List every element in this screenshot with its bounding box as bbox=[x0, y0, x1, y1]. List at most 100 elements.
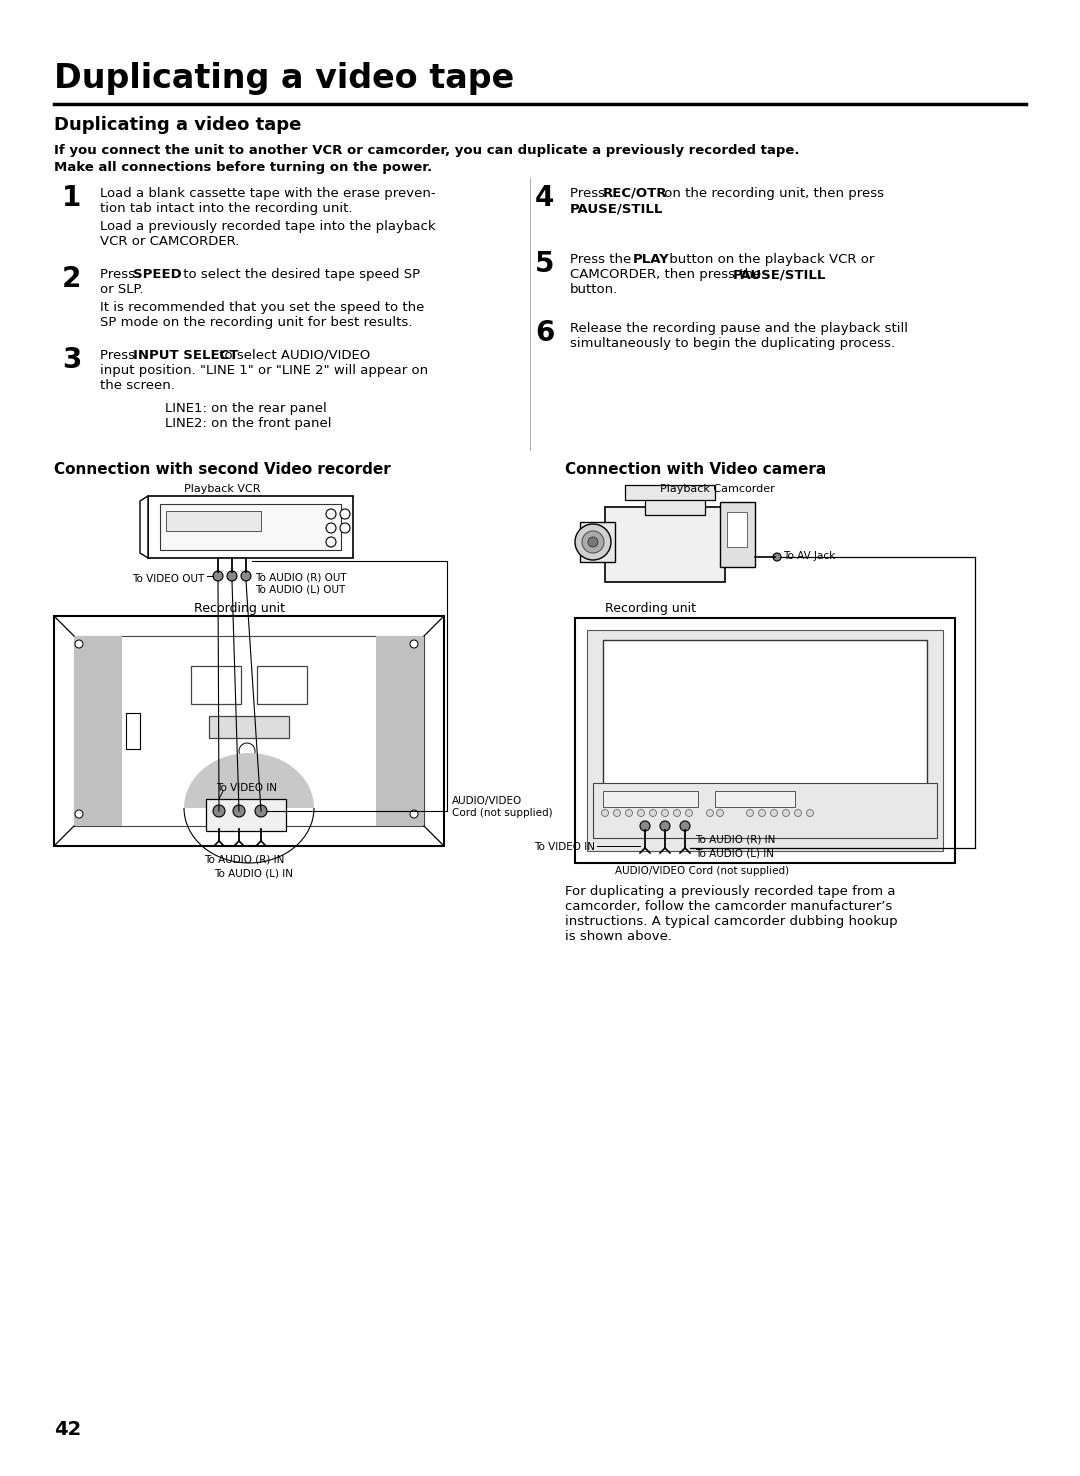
Circle shape bbox=[686, 809, 692, 816]
Text: or SLP.: or SLP. bbox=[100, 283, 144, 297]
Text: 3: 3 bbox=[62, 345, 81, 373]
Circle shape bbox=[625, 809, 633, 816]
Text: AUDIO/VIDEO Cord (not supplied): AUDIO/VIDEO Cord (not supplied) bbox=[615, 866, 789, 875]
Text: INPUT SELECT: INPUT SELECT bbox=[133, 348, 239, 362]
Bar bbox=[593, 782, 937, 838]
Circle shape bbox=[770, 809, 778, 816]
Text: Playback VCR: Playback VCR bbox=[184, 484, 260, 494]
Circle shape bbox=[239, 773, 255, 790]
Text: on the recording unit, then press: on the recording unit, then press bbox=[660, 187, 885, 201]
Circle shape bbox=[795, 809, 801, 816]
Circle shape bbox=[326, 523, 336, 533]
Circle shape bbox=[326, 537, 336, 548]
Text: 4: 4 bbox=[535, 184, 554, 213]
Circle shape bbox=[233, 804, 245, 818]
Circle shape bbox=[758, 809, 766, 816]
Circle shape bbox=[637, 809, 645, 816]
Bar bbox=[191, 666, 241, 704]
Text: Recording unit: Recording unit bbox=[605, 602, 696, 615]
Circle shape bbox=[227, 571, 237, 582]
Text: 42: 42 bbox=[54, 1420, 81, 1439]
Bar bbox=[376, 636, 424, 827]
Text: simultaneously to begin the duplicating process.: simultaneously to begin the duplicating … bbox=[570, 337, 895, 350]
Circle shape bbox=[602, 809, 608, 816]
Bar bbox=[126, 713, 140, 748]
Text: To AUDIO (R) IN: To AUDIO (R) IN bbox=[696, 834, 775, 844]
Bar bbox=[257, 666, 307, 704]
Circle shape bbox=[255, 804, 267, 818]
Bar bbox=[645, 497, 705, 515]
Bar bbox=[54, 615, 444, 846]
Text: To AUDIO (R) OUT: To AUDIO (R) OUT bbox=[255, 573, 347, 582]
Text: It is recommended that you set the speed to the: It is recommended that you set the speed… bbox=[100, 301, 424, 314]
Polygon shape bbox=[140, 496, 148, 558]
Text: To VIDEO IN: To VIDEO IN bbox=[216, 782, 276, 793]
Text: Duplicating a video tape: Duplicating a video tape bbox=[54, 117, 301, 134]
Text: Release the recording pause and the playback still: Release the recording pause and the play… bbox=[570, 322, 908, 335]
Circle shape bbox=[239, 742, 255, 759]
Bar bbox=[75, 636, 122, 827]
Text: To AUDIO (R) IN: To AUDIO (R) IN bbox=[204, 855, 284, 863]
Circle shape bbox=[326, 509, 336, 520]
Circle shape bbox=[674, 809, 680, 816]
Circle shape bbox=[410, 810, 418, 818]
Circle shape bbox=[773, 554, 781, 561]
Text: 1: 1 bbox=[62, 184, 81, 213]
Circle shape bbox=[75, 810, 83, 818]
Text: 6: 6 bbox=[535, 319, 554, 347]
Bar bbox=[603, 641, 927, 785]
Text: Connection with Video camera: Connection with Video camera bbox=[565, 462, 826, 477]
Text: Duplicating a video tape: Duplicating a video tape bbox=[54, 62, 514, 94]
Text: Make all connections before turning on the power.: Make all connections before turning on t… bbox=[54, 161, 432, 174]
Bar bbox=[210, 716, 289, 738]
Circle shape bbox=[410, 641, 418, 648]
Text: For duplicating a previously recorded tape from a
camcorder, follow the camcorde: For duplicating a previously recorded ta… bbox=[565, 886, 897, 943]
Text: to select AUDIO/VIDEO: to select AUDIO/VIDEO bbox=[215, 348, 370, 362]
Circle shape bbox=[340, 509, 350, 520]
Text: Playback Camcorder: Playback Camcorder bbox=[660, 484, 774, 494]
Text: button.: button. bbox=[570, 283, 618, 297]
Bar bbox=[580, 523, 615, 562]
Bar bbox=[588, 630, 943, 852]
Text: button on the playback VCR or: button on the playback VCR or bbox=[665, 252, 875, 266]
Text: REC/OTR: REC/OTR bbox=[603, 187, 667, 201]
Text: PAUSE/STILL: PAUSE/STILL bbox=[570, 202, 663, 215]
Text: To AV Jack: To AV Jack bbox=[783, 551, 835, 561]
Text: Load a blank cassette tape with the erase preven-: Load a blank cassette tape with the eras… bbox=[100, 187, 435, 201]
Text: .: . bbox=[646, 202, 650, 215]
Bar bbox=[603, 791, 698, 807]
Circle shape bbox=[588, 537, 598, 548]
Circle shape bbox=[613, 809, 621, 816]
Circle shape bbox=[660, 821, 670, 831]
Text: To AUDIO (L) IN: To AUDIO (L) IN bbox=[696, 849, 774, 858]
Bar bbox=[166, 511, 261, 531]
Text: Press the: Press the bbox=[570, 252, 635, 266]
Circle shape bbox=[661, 809, 669, 816]
Bar bbox=[75, 636, 424, 827]
Circle shape bbox=[213, 804, 225, 818]
Text: 5: 5 bbox=[535, 249, 554, 277]
Text: Press: Press bbox=[100, 348, 139, 362]
Polygon shape bbox=[184, 753, 314, 807]
Text: tion tab intact into the recording unit.: tion tab intact into the recording unit. bbox=[100, 202, 352, 215]
Bar bbox=[727, 512, 747, 548]
Circle shape bbox=[582, 531, 604, 554]
Text: PAUSE/STILL: PAUSE/STILL bbox=[733, 269, 826, 280]
Circle shape bbox=[716, 809, 724, 816]
Text: Press: Press bbox=[100, 269, 139, 280]
Text: LINE1: on the rear panel: LINE1: on the rear panel bbox=[165, 401, 327, 415]
Text: If you connect the unit to another VCR or camcorder, you can duplicate a previou: If you connect the unit to another VCR o… bbox=[54, 145, 799, 156]
Circle shape bbox=[241, 571, 251, 582]
Bar bbox=[715, 791, 795, 807]
Text: Connection with second Video recorder: Connection with second Video recorder bbox=[54, 462, 391, 477]
Bar bbox=[148, 496, 353, 558]
Circle shape bbox=[575, 524, 611, 559]
Text: To AUDIO (L) OUT: To AUDIO (L) OUT bbox=[255, 584, 346, 593]
Text: the screen.: the screen. bbox=[100, 379, 175, 393]
Circle shape bbox=[706, 809, 714, 816]
Text: Recording unit: Recording unit bbox=[194, 602, 285, 615]
Text: To VIDEO IN: To VIDEO IN bbox=[534, 841, 595, 852]
Bar bbox=[206, 799, 286, 831]
Circle shape bbox=[746, 809, 754, 816]
Text: VCR or CAMCORDER.: VCR or CAMCORDER. bbox=[100, 235, 240, 248]
